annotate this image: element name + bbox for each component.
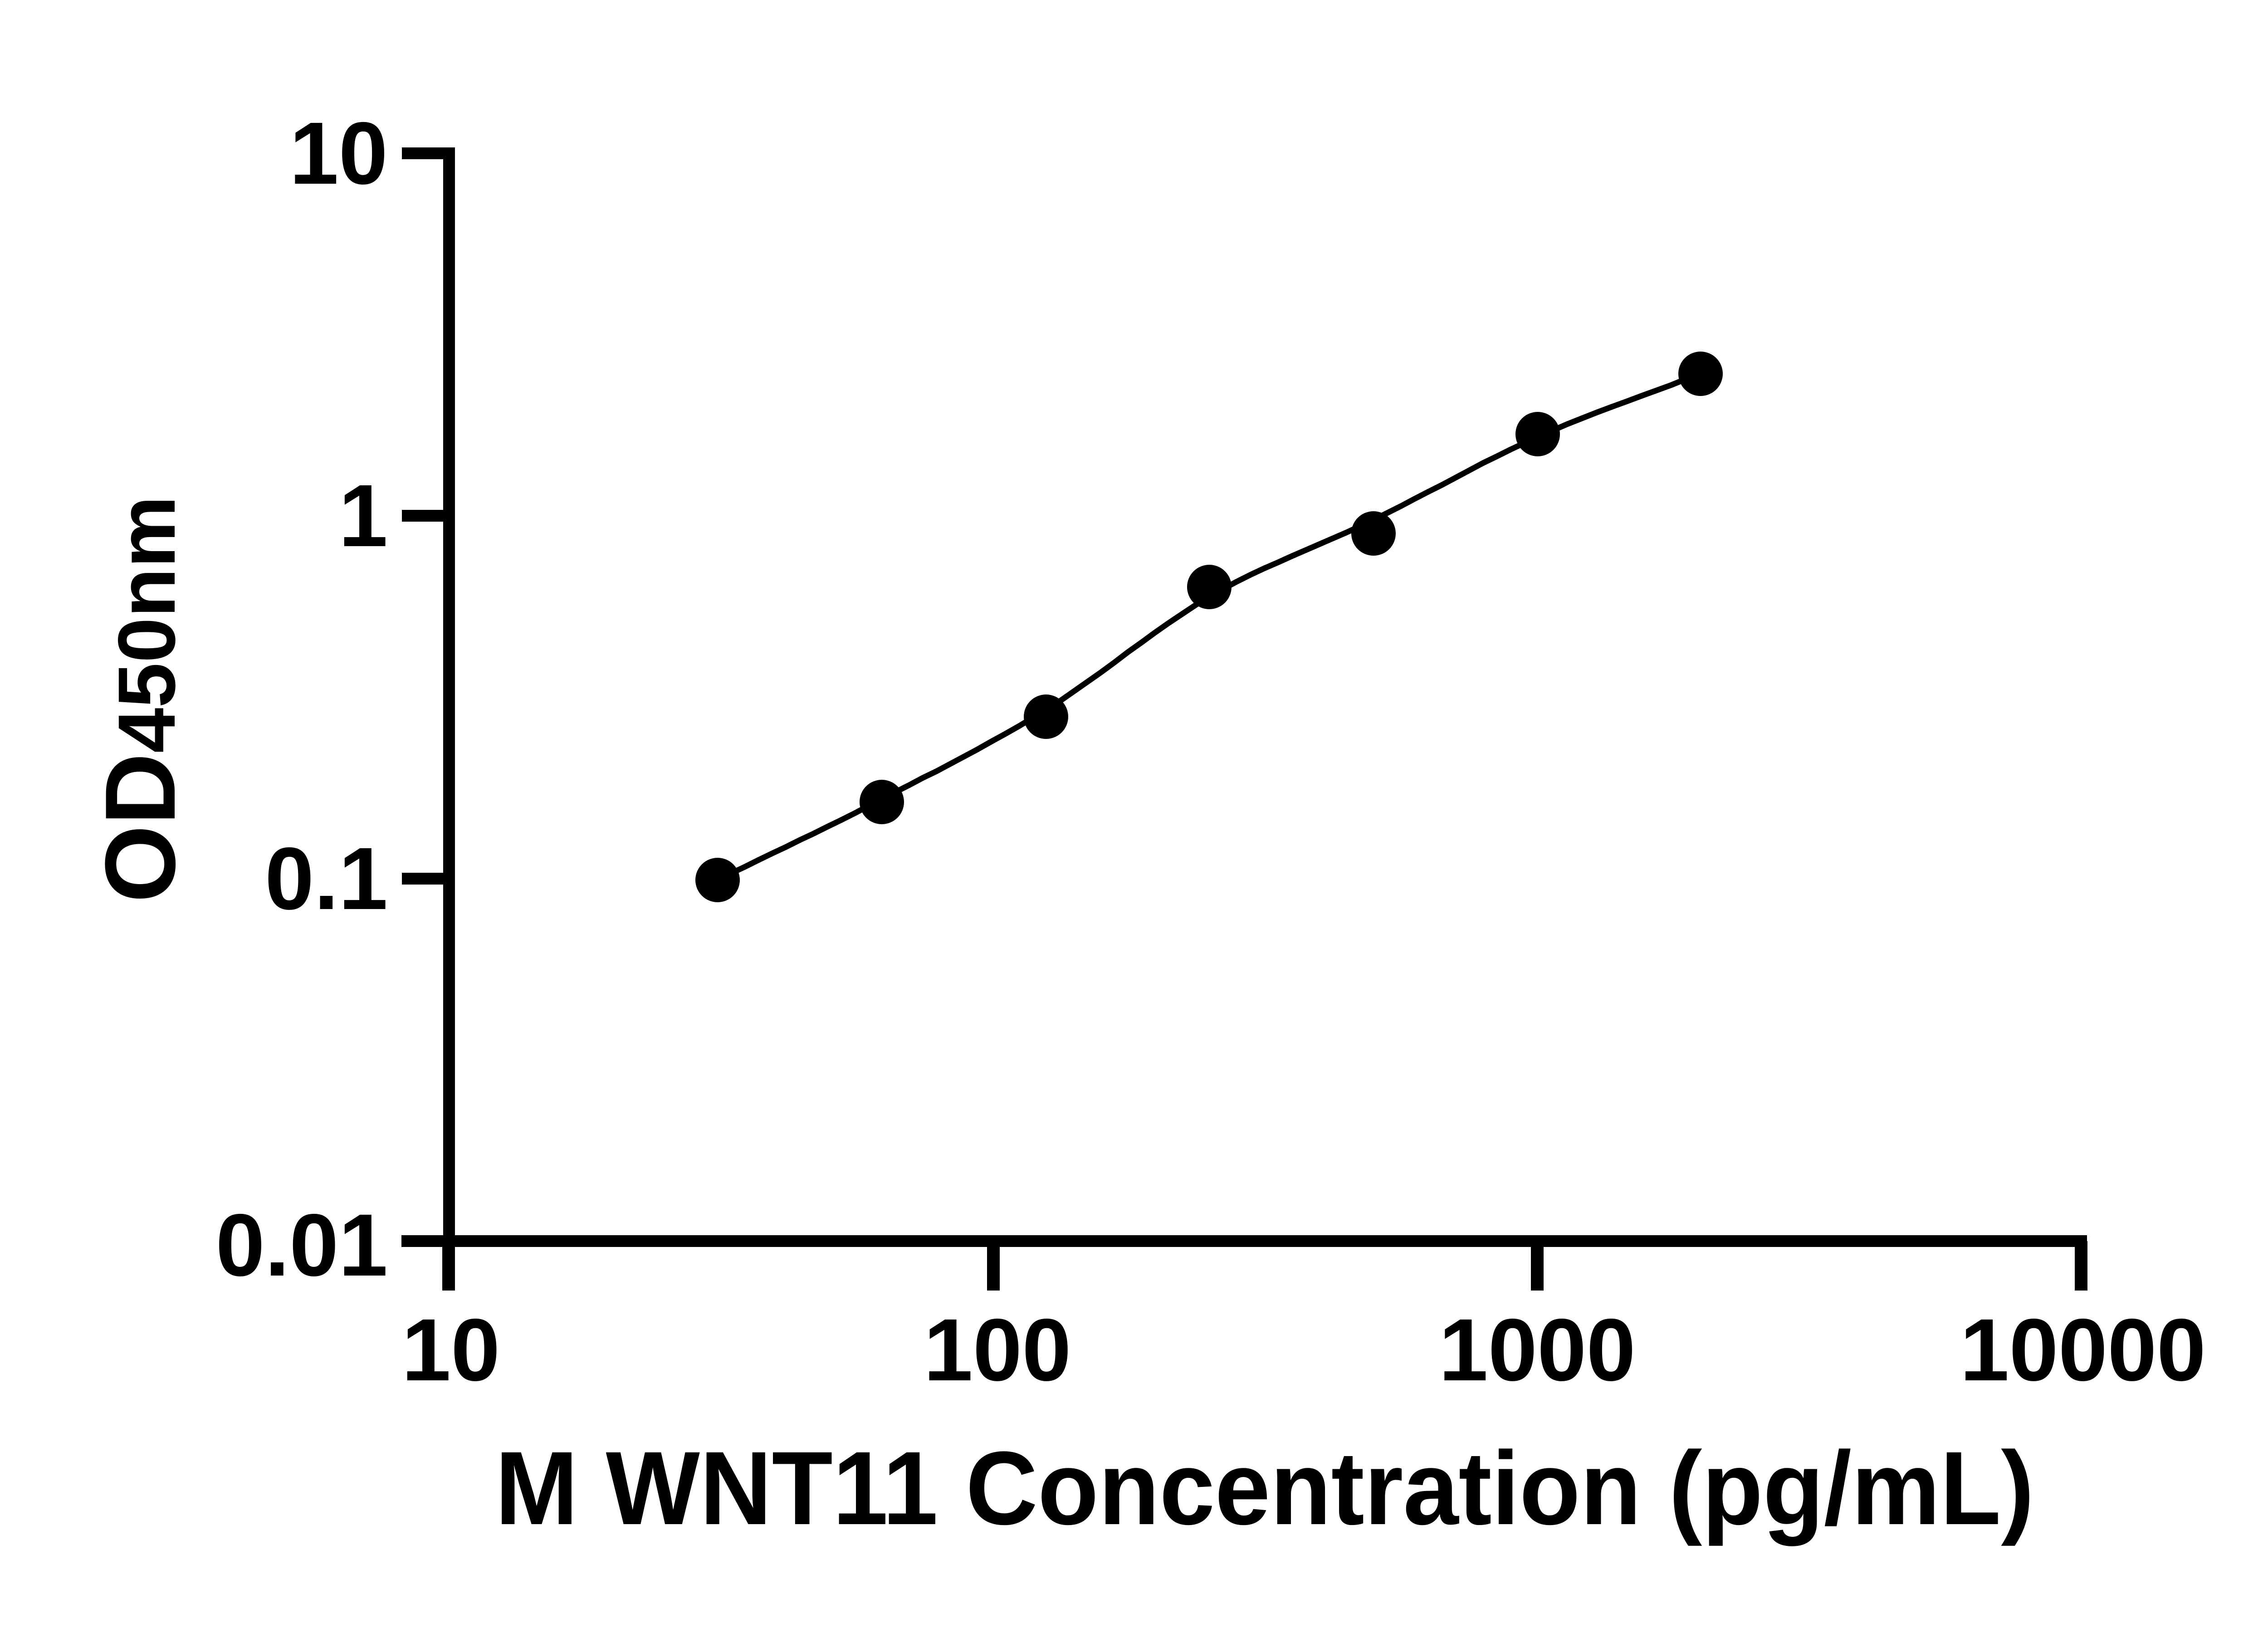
svg-text:1: 1 (339, 466, 388, 565)
svg-text:0.01: 0.01 (215, 1196, 388, 1295)
svg-text:OD450nm: OD450nm (84, 496, 196, 903)
svg-text:10000: 10000 (1960, 1301, 2206, 1399)
svg-text:10: 10 (402, 1301, 500, 1399)
svg-text:100: 100 (924, 1301, 1071, 1399)
svg-text:1000: 1000 (1439, 1301, 1636, 1399)
svg-text:0.1: 0.1 (265, 829, 388, 928)
svg-text:10: 10 (289, 104, 388, 203)
svg-text:M WNT11 Concentration (pg/mL): M WNT11 Concentration (pg/mL) (495, 1430, 2034, 1546)
